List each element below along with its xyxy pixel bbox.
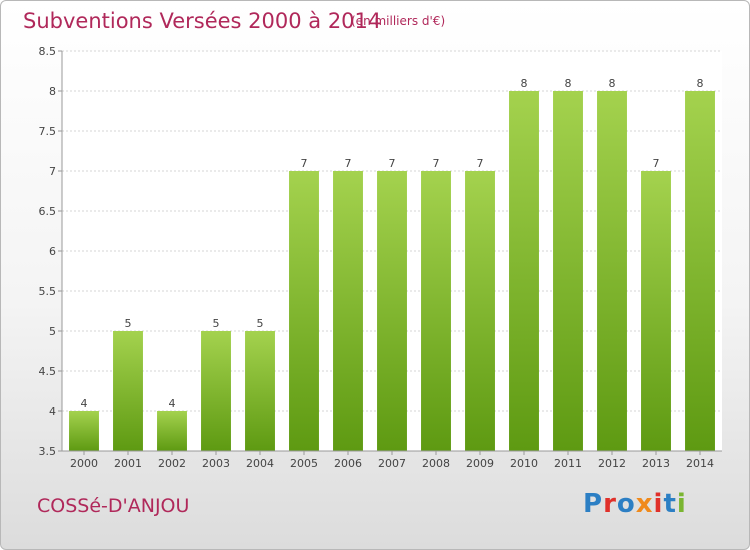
y-tick-label: 6 [49,245,56,258]
bar-2000 [69,411,99,451]
bar-2007 [377,171,407,451]
x-tick-label: 2000 [70,457,98,470]
bar-2001 [113,331,143,451]
bar-2010 [509,91,539,451]
bar-2005 [289,171,319,451]
y-tick-label: 6.5 [39,205,57,218]
bar-value-label: 8 [609,77,616,90]
bar-2011 [553,91,583,451]
y-tick-label: 5.5 [39,285,57,298]
y-tick-label: 5 [49,325,56,338]
bar-2008 [421,171,451,451]
y-tick-label: 8 [49,85,56,98]
bar-value-label: 8 [565,77,572,90]
y-tick-label: 4.5 [39,365,57,378]
bar-value-label: 8 [697,77,704,90]
bar-2013 [641,171,671,451]
x-tick-label: 2005 [290,457,318,470]
bar-2012 [597,91,627,451]
x-tick-label: 2011 [554,457,582,470]
x-tick-label: 2008 [422,457,450,470]
bar-value-label: 7 [433,157,440,170]
bar-value-label: 5 [213,317,220,330]
bar-value-label: 7 [345,157,352,170]
bar-2004 [245,331,275,451]
x-tick-label: 2001 [114,457,142,470]
bar-value-label: 7 [653,157,660,170]
bar-2003 [201,331,231,451]
x-tick-label: 2009 [466,457,494,470]
bar-value-label: 8 [521,77,528,90]
x-tick-label: 2003 [202,457,230,470]
x-tick-label: 2004 [246,457,274,470]
bar-value-label: 7 [301,157,308,170]
y-tick-label: 4 [49,405,56,418]
bar-2009 [465,171,495,451]
bar-value-label: 7 [477,157,484,170]
bar-2006 [333,171,363,451]
chart-subtitle: (en milliers d'€) [351,14,446,28]
x-tick-label: 2013 [642,457,670,470]
x-tick-label: 2014 [686,457,714,470]
bar-value-label: 7 [389,157,396,170]
x-tick-label: 2007 [378,457,406,470]
x-tick-label: 2006 [334,457,362,470]
proxiti-logo: Proxiti [583,489,687,519]
y-tick-label: 7 [49,165,56,178]
bar-value-label: 4 [81,397,88,410]
x-tick-label: 2010 [510,457,538,470]
bar-value-label: 5 [257,317,264,330]
y-tick-label: 7.5 [39,125,57,138]
y-tick-label: 8.5 [39,45,57,58]
bar-2014 [685,91,715,451]
commune-name: COSSé-D'ANJOU [37,495,190,517]
x-tick-label: 2012 [598,457,626,470]
chart-title: Subventions Versées 2000 à 2014 [23,9,382,33]
x-tick-label: 2002 [158,457,186,470]
y-tick-label: 3.5 [39,445,57,458]
bar-2002 [157,411,187,451]
bar-value-label: 4 [169,397,176,410]
bar-value-label: 5 [125,317,132,330]
